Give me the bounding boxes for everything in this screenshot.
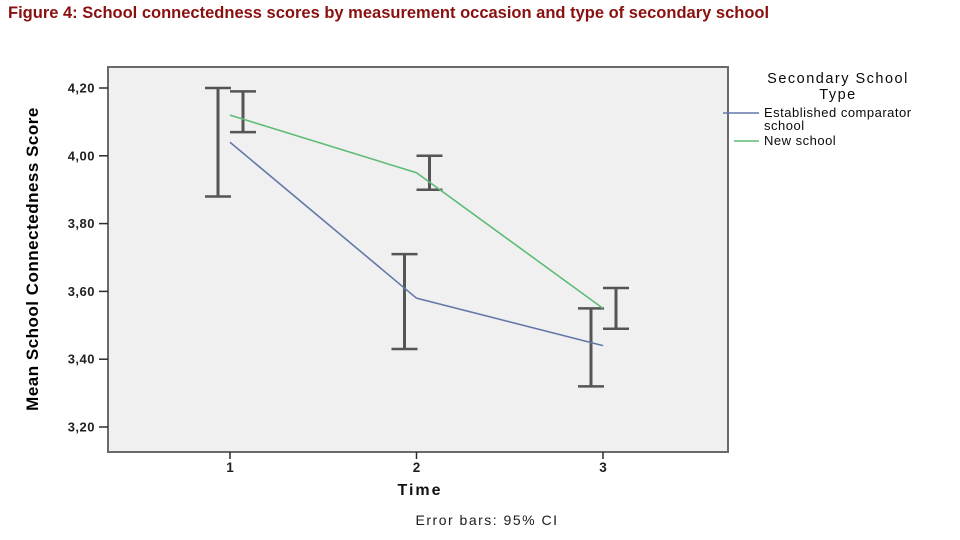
legend-label-established-line1: Established comparator — [764, 105, 912, 120]
x-tick-label: 1 — [226, 460, 234, 475]
y-tick-label: 4,20 — [68, 81, 95, 96]
legend-label-established-line2: school — [764, 118, 805, 133]
series-line-established-comparator-school — [229, 141, 604, 347]
y-tick-label: 3,20 — [68, 420, 95, 435]
y-tick-label: 3,60 — [68, 284, 95, 299]
series-line-new-school — [229, 114, 604, 309]
y-tick-label: 3,80 — [68, 216, 95, 231]
legend: Secondary School Type Established compar… — [723, 71, 912, 148]
y-axis-title: Mean School Connectedness Score — [23, 107, 42, 411]
x-tick-label: 2 — [413, 460, 421, 475]
plot-area — [107, 66, 729, 453]
figure-title: Figure 4: School connectedness scores by… — [8, 4, 770, 22]
x-tick-label: 3 — [599, 460, 607, 475]
legend-label-new-school: New school — [764, 133, 836, 148]
x-axis-title: Time — [397, 482, 442, 499]
legend-title-line2: Type — [819, 87, 856, 103]
y-tick-label: 3,40 — [68, 352, 95, 367]
chart-dynamic-layer: 4,20 4,00 3,80 3,60 3,40 3,20 1 2 3 — [68, 81, 629, 475]
y-tick-label: 4,00 — [68, 148, 95, 163]
legend-title-line1: Secondary School — [767, 71, 909, 87]
error-bars-footnote: Error bars: 95% CI — [416, 512, 559, 528]
